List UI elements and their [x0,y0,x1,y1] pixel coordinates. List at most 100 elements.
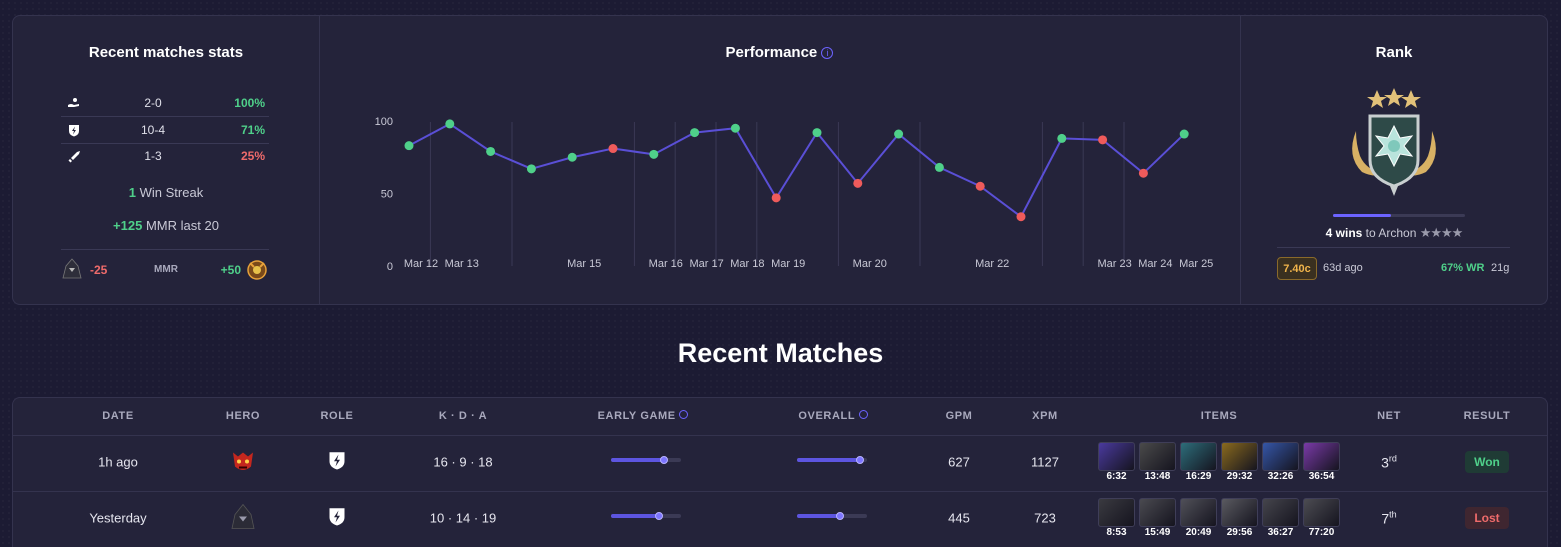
rank-progress-fill [1333,214,1392,217]
xpm: 723 [1034,510,1056,526]
stats-panel: Recent matches stats 2-0 100% 10-4 71% 1… [12,15,1548,305]
hero-dark-hood-icon[interactable] [228,503,258,534]
col-result: RESULT [1463,410,1511,422]
rank-target: to Archon [1365,226,1417,240]
col-xpm: XPM [1032,410,1058,422]
y-tick-label: 100 [375,116,393,128]
rank-stars-icon: ★★★★ [1419,225,1464,240]
x-tick-label: Mar 19 [771,258,805,270]
y-tick-label: 50 [381,189,393,201]
x-tick-label: Mar 17 [689,258,723,270]
stat-row-sword: 1-3 25% [61,143,269,169]
item-icon[interactable] [1180,498,1217,527]
bolt-shield-icon [65,124,83,137]
rank-progress-text: 4 wins to Archon ★★★★ [1240,225,1548,241]
item-icon[interactable] [1221,498,1258,527]
item-icon[interactable] [1221,442,1258,471]
rank-title: Rank [1375,44,1413,61]
rank-games: 21g [1491,262,1510,274]
recent-stats-title: Recent matches stats [88,44,244,61]
overall-slider-knob [856,456,864,464]
net-rank-number: 3 [1381,454,1389,471]
divider [61,143,269,144]
data-point [730,123,740,133]
recent-matches-table: DATE HERO ROLE K · D · A EARLY GAME OVER… [12,397,1548,547]
x-tick-label: Mar 22 [975,258,1009,270]
divider [1277,247,1510,248]
mmr-summary: +125 MMR last 20 [13,218,319,233]
item-icon[interactable] [1180,442,1217,471]
overall-slider-knob [836,512,845,520]
item-time: 8:53 [1106,527,1127,538]
col-early-game-label: EARLY GAME [597,410,676,422]
item-icon[interactable] [1303,498,1340,527]
data-point [690,128,700,138]
item-icon[interactable] [1262,498,1299,527]
stat-row-support: 2-0 100% [61,90,269,116]
item-icon[interactable] [1139,498,1176,527]
info-icon[interactable] [858,410,868,419]
rank-low-icon [61,258,83,283]
data-point [1179,129,1189,139]
stat-record: 2-0 [144,96,162,110]
rank-progress-bar [1333,214,1465,217]
patch-ago: 63d ago [1323,262,1363,274]
x-tick-label: Mar 23 [1097,258,1131,270]
divider [61,116,269,117]
net-rank: 3rd [1359,454,1419,471]
win-streak-label: Win Streak [139,185,204,200]
early-slider [611,512,681,520]
item-time: 29:56 [1226,527,1253,538]
table-row[interactable]: Yesterday 10 · 14 · 19 445 723 8:53 15:49 20:4… [13,398,1547,538]
match-date: Yesterday [89,510,147,526]
data-point [934,162,944,172]
col-net: NET [1377,410,1401,422]
item-icon[interactable] [1303,442,1340,471]
hero-red-demon-icon[interactable] [228,447,258,478]
recent-matches-heading: Recent Matches [677,338,884,368]
table-row[interactable]: 1h ago 16 · 9 · 18 627 1127 6:32 13:48 16:29 29… [13,398,1547,482]
series-line [408,122,1185,219]
rank-winrate: 67% WR [1441,262,1485,274]
col-gpm: GPM [945,410,973,422]
item-time: 36:27 [1267,527,1294,538]
item-icon[interactable] [1098,498,1135,527]
col-overall-label: OVERALL [798,410,855,422]
data-point [771,193,781,203]
net-rank-number: 7 [1381,510,1390,527]
result-badge: Lost [1465,507,1509,529]
stat-row-bolt: 10-4 71% [61,117,269,143]
item-icon[interactable] [1139,442,1176,471]
item-time: 13:48 [1144,471,1171,482]
stat-percent: 100% [234,96,265,110]
item-time: 29:32 [1226,471,1253,482]
item-time: 36:54 [1308,471,1335,482]
data-point [404,141,414,151]
col-early-game[interactable]: EARLY GAME [583,410,703,422]
rank-wins: 4 wins [1325,226,1363,240]
col-items: ITEMS [1200,410,1238,422]
mmr-high: +50 [220,263,241,277]
info-icon[interactable] [679,410,689,419]
col-date: DATE [102,410,134,422]
performance-title: Performance i [319,44,1240,61]
item-icon[interactable] [1098,442,1135,471]
stat-percent: 71% [240,123,265,137]
item-time: 16:29 [1185,471,1212,482]
mmr-range: -25 MMR +50 [61,257,269,284]
bolt-shield-icon [327,507,347,530]
data-point [853,178,863,188]
item-time: 77:20 [1308,527,1335,538]
info-icon[interactable]: i [821,47,834,59]
item-icon[interactable] [1262,442,1299,471]
match-date: 1h ago [98,454,138,470]
col-overall[interactable]: OVERALL [773,410,893,422]
performance-chart: 0 50 100 Mar 12 Mar 13 Mar 15 Mar 16 Mar 17 Mar … [375,116,1214,273]
rank-high-icon [245,257,269,284]
stat-record: 10-4 [140,123,166,137]
mmr-change: +125 [113,218,143,233]
data-point [526,164,536,174]
x-tick-label: Mar 25 [1179,258,1213,270]
item-time: 32:26 [1267,471,1294,482]
early-slider-knob [659,456,668,464]
